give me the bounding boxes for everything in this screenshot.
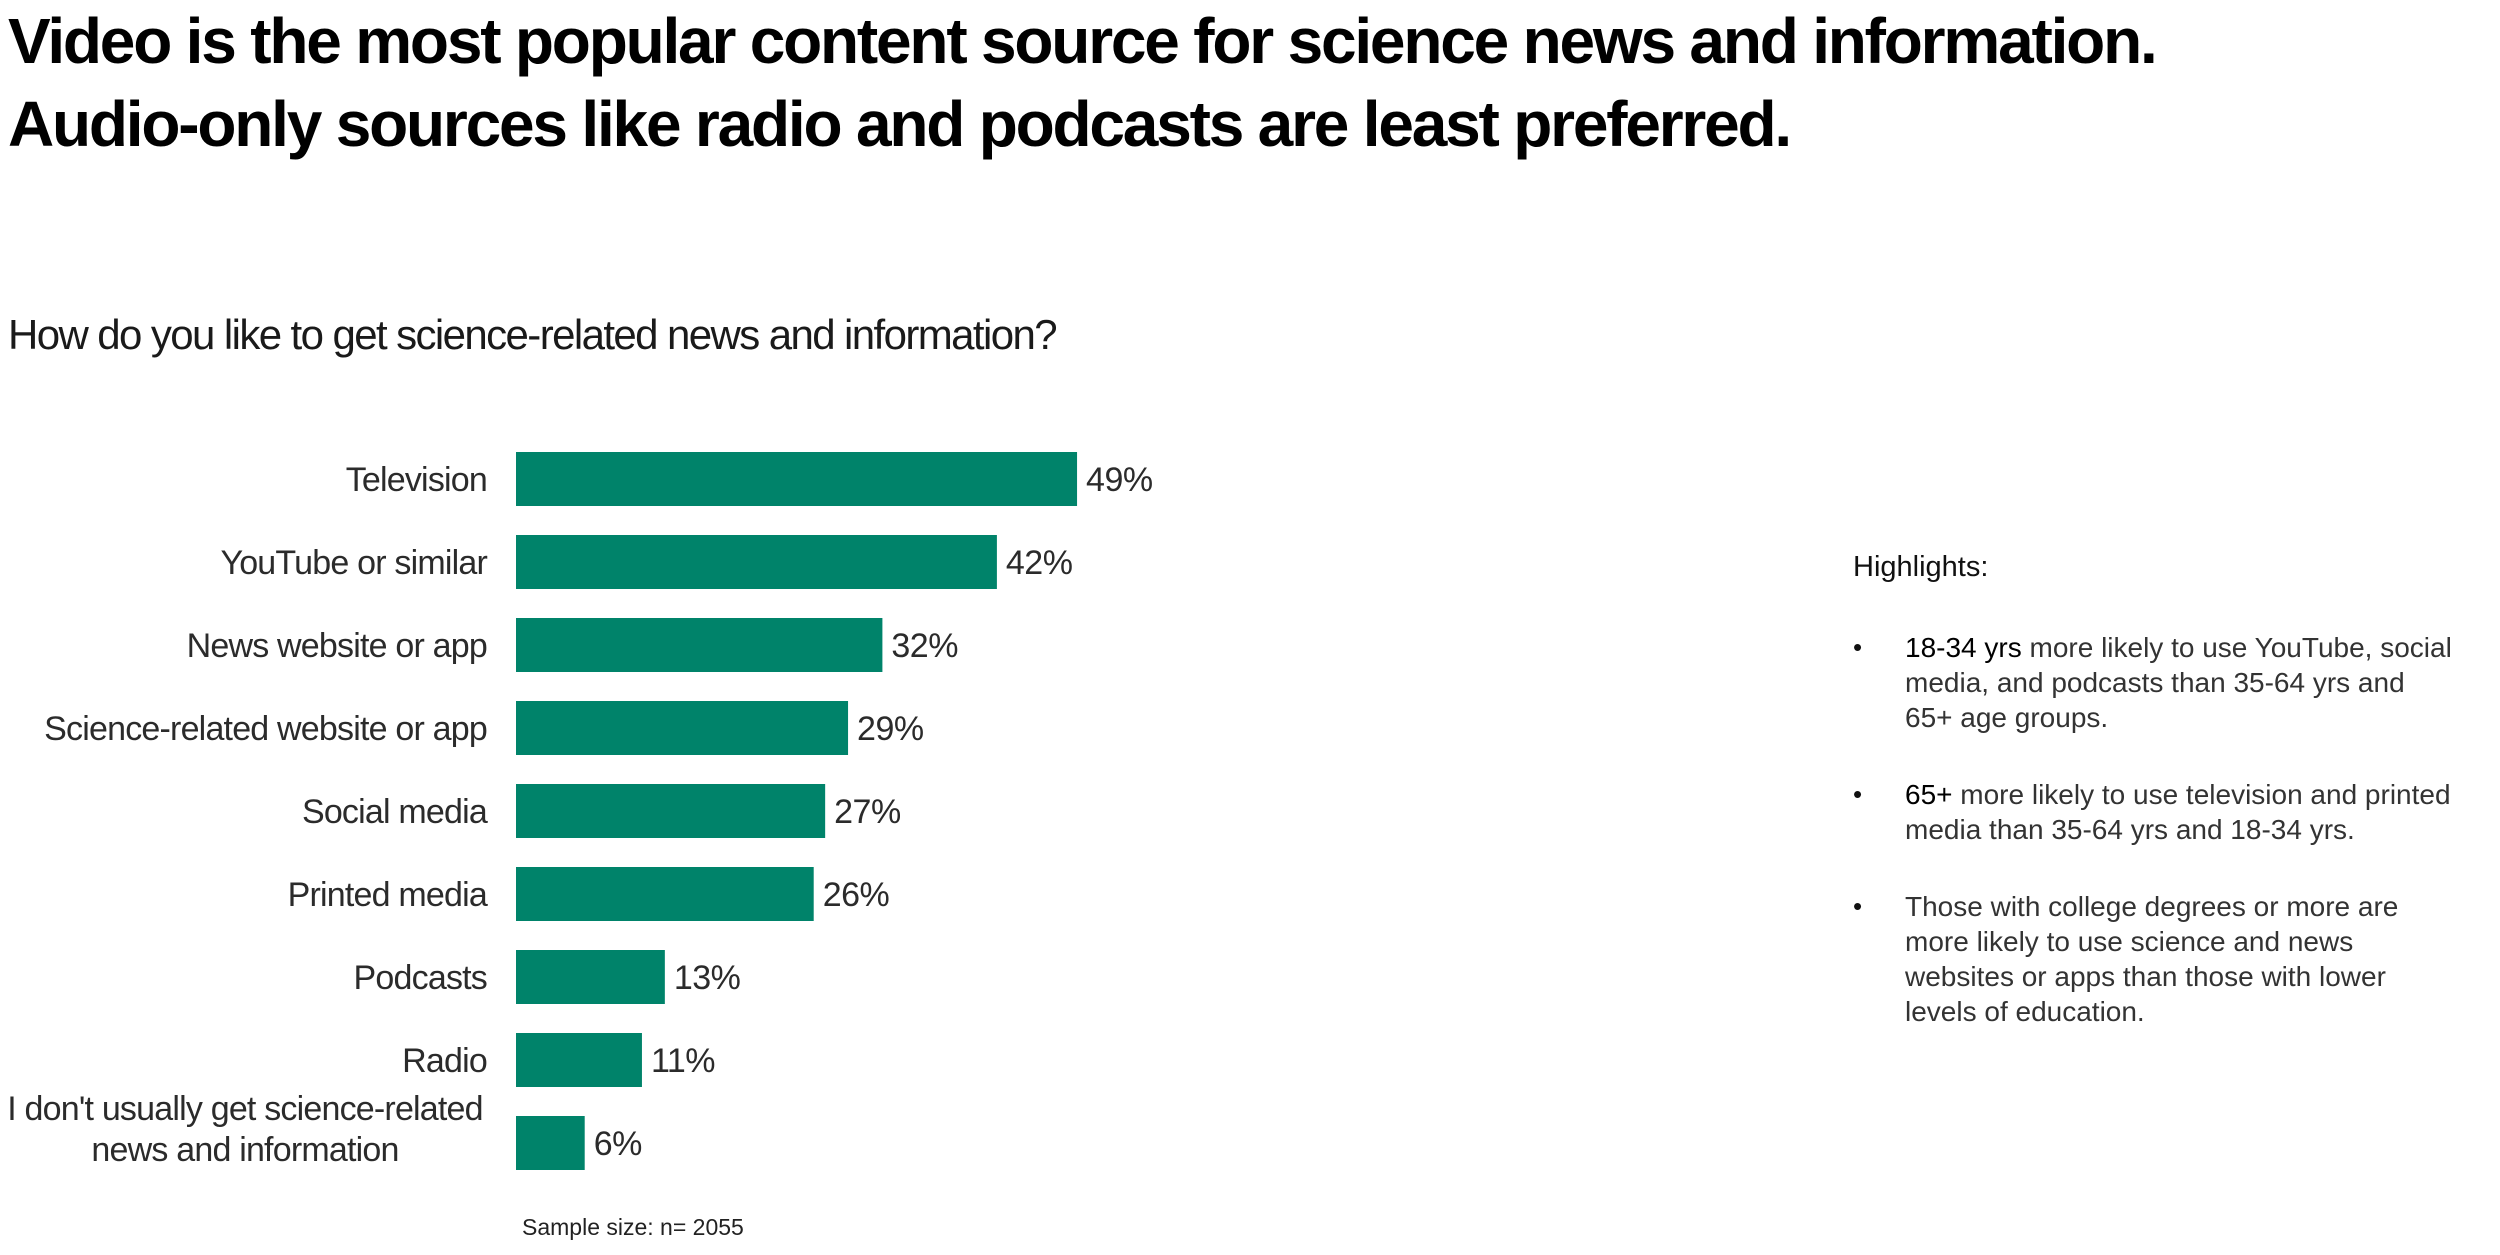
bar xyxy=(516,784,826,838)
highlight-text: more likely to use television and printe… xyxy=(1905,779,2451,845)
category-label-line: news and information xyxy=(91,1131,398,1169)
bar-row: 32% News website or app xyxy=(187,618,959,672)
category-label: News website or app xyxy=(187,627,487,665)
bar xyxy=(516,618,883,672)
bullet-icon: • xyxy=(1853,779,1863,809)
value-label: 32% xyxy=(891,627,958,665)
bar-row: 11% Radio xyxy=(402,1033,716,1087)
bar xyxy=(516,867,814,921)
category-label: Radio xyxy=(402,1042,487,1080)
category-label: YouTube or similar xyxy=(220,544,487,582)
category-label-line: I don't usually get science-related xyxy=(7,1090,483,1128)
chart-title: How do you like to get science-related n… xyxy=(8,311,1058,358)
sample-size-note: Sample size: n= 2055 xyxy=(522,1214,744,1240)
headline-line-1: Video is the most popular content source… xyxy=(8,5,2158,77)
value-label: 27% xyxy=(834,793,901,831)
value-label: 13% xyxy=(674,959,741,997)
value-label: 49% xyxy=(1086,461,1153,499)
bar xyxy=(516,1033,642,1087)
highlights-title: Highlights: xyxy=(1853,551,1989,583)
category-label: Printed media xyxy=(288,876,488,914)
highlight-text: more likely to use YouTube, social media… xyxy=(1905,632,2452,733)
highlights-panel: Highlights: • 18-34 yrs more likely to us… xyxy=(1853,548,2453,1071)
value-label: 26% xyxy=(823,876,890,914)
bar xyxy=(516,452,1078,506)
category-label: Social media xyxy=(302,793,488,831)
value-label: 11% xyxy=(651,1042,715,1080)
value-label: 42% xyxy=(1006,544,1073,582)
highlight-item: • Those with college degrees or more are … xyxy=(1853,889,2453,1029)
bar-row: 49% Television xyxy=(346,452,1153,506)
highlights-list: • 18-34 yrs more likely to use YouTube, s… xyxy=(1853,630,2453,1029)
bullet-icon: • xyxy=(1853,632,1863,662)
bar xyxy=(516,701,849,755)
bar-row: 26% Printed media xyxy=(288,867,890,921)
bar xyxy=(516,950,665,1004)
value-label: 6% xyxy=(594,1125,642,1163)
highlight-item: • 18-34 yrs more likely to use YouTube, s… xyxy=(1853,630,2453,735)
headline-line-2: Audio-only sources like radio and podcas… xyxy=(8,88,1792,160)
highlight-item: • 65+ more likely to use television and p… xyxy=(1853,777,2453,847)
bullet-icon: • xyxy=(1853,891,1863,921)
bar-row: 13% Podcasts xyxy=(354,950,741,1004)
bar xyxy=(516,1116,585,1170)
bar-row: 42% YouTube or similar xyxy=(220,535,1073,589)
highlight-text: Those with college degrees or more are m… xyxy=(1905,891,2399,1027)
bar-row: 29% Science-related website or app xyxy=(44,701,924,755)
category-label: Science-related website or app xyxy=(44,710,487,748)
category-label: Television xyxy=(346,461,487,499)
headline: Video is the most popular content source… xyxy=(8,0,2488,166)
highlight-emphasis: 65+ xyxy=(1905,779,1953,810)
value-label: 29% xyxy=(857,710,924,748)
highlight-emphasis: 18-34 yrs xyxy=(1905,632,2022,663)
bar-row: 27% Social media xyxy=(302,784,901,838)
category-label: Podcasts xyxy=(354,959,487,997)
bar xyxy=(516,535,997,589)
bar-row: 6% I don't usually get science-related new… xyxy=(7,1090,643,1170)
category-label: I don't usually get science-related news … xyxy=(7,1090,483,1169)
